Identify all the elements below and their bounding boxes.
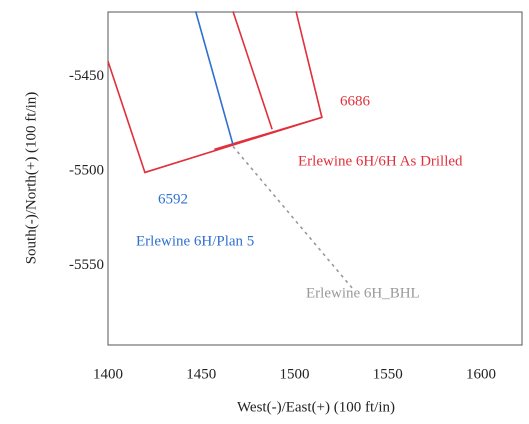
- x-tick-label: 1550: [373, 366, 403, 382]
- series-line: [232, 10, 273, 130]
- series-line: [194, 11, 234, 145]
- series-line: [232, 145, 353, 289]
- annotation: 6686: [340, 93, 371, 109]
- series-label: Erlewine 6H/6H As Drilled: [298, 153, 463, 169]
- y-axis-title: South(-)/North(+) (100 ft/in): [23, 92, 39, 265]
- series-label: Erlewine 6H/Plan 5: [136, 233, 254, 249]
- y-tick-label: -5450: [69, 68, 104, 84]
- x-axis-title: West(-)/East(+) (100 ft/in): [237, 399, 395, 415]
- x-tick-label: 1400: [93, 366, 123, 382]
- y-tick-label: -5550: [69, 257, 104, 273]
- x-tick-label: 1500: [279, 366, 309, 382]
- series-label: Erlewine 6H_BHL: [306, 285, 420, 301]
- plot-area: [107, 11, 523, 346]
- x-tick-label: 1600: [466, 366, 496, 382]
- series-line: [107, 11, 323, 174]
- y-tick-label: -5500: [69, 162, 104, 178]
- x-tick-label: 1450: [186, 366, 216, 382]
- annotation: 6592: [158, 191, 188, 207]
